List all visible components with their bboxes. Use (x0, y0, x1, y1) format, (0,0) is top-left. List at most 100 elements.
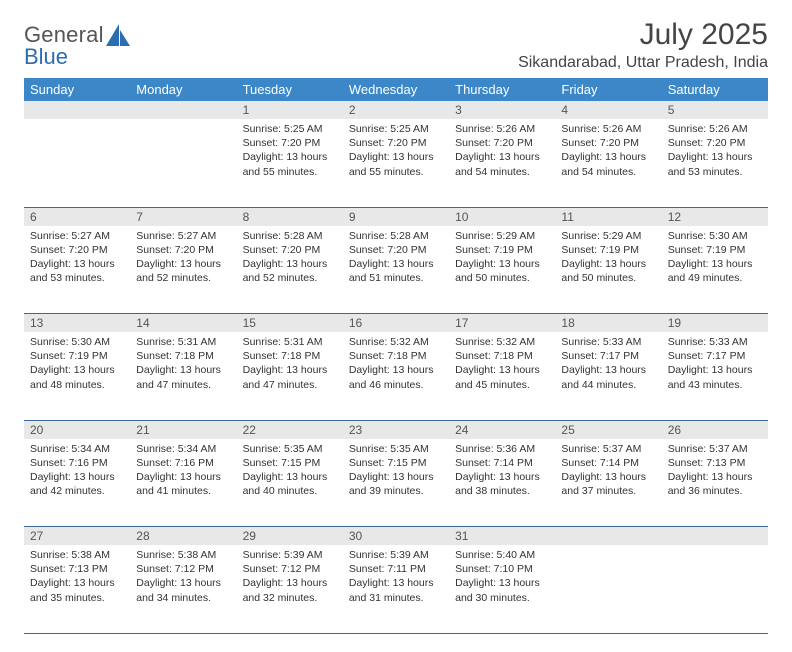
day-cell-body: Sunrise: 5:35 AMSunset: 7:15 PMDaylight:… (343, 439, 449, 505)
day-number-cell: 18 (555, 314, 661, 333)
day-cell: Sunrise: 5:31 AMSunset: 7:18 PMDaylight:… (237, 332, 343, 420)
title-block: July 2025 Sikandarabad, Uttar Pradesh, I… (518, 18, 768, 72)
day-cell-body: Sunrise: 5:28 AMSunset: 7:20 PMDaylight:… (343, 226, 449, 292)
day-cell: Sunrise: 5:26 AMSunset: 7:20 PMDaylight:… (555, 119, 661, 207)
day-number-cell: 29 (237, 527, 343, 546)
day-header: Sunday (24, 78, 130, 101)
day-number-cell: 4 (555, 101, 661, 119)
day-cell: Sunrise: 5:33 AMSunset: 7:17 PMDaylight:… (662, 332, 768, 420)
day-cell (24, 119, 130, 207)
day-number-cell: 28 (130, 527, 236, 546)
day-cell-body: Sunrise: 5:39 AMSunset: 7:12 PMDaylight:… (237, 545, 343, 611)
day-cell: Sunrise: 5:30 AMSunset: 7:19 PMDaylight:… (662, 226, 768, 314)
day-number-cell (24, 101, 130, 119)
day-cell: Sunrise: 5:27 AMSunset: 7:20 PMDaylight:… (24, 226, 130, 314)
day-cell-body: Sunrise: 5:38 AMSunset: 7:12 PMDaylight:… (130, 545, 236, 611)
day-number-cell (130, 101, 236, 119)
day-number-cell: 2 (343, 101, 449, 119)
day-number-cell: 9 (343, 207, 449, 226)
day-cell-body: Sunrise: 5:39 AMSunset: 7:11 PMDaylight:… (343, 545, 449, 611)
day-cell-body: Sunrise: 5:36 AMSunset: 7:14 PMDaylight:… (449, 439, 555, 505)
week-row: Sunrise: 5:25 AMSunset: 7:20 PMDaylight:… (24, 119, 768, 207)
day-cell: Sunrise: 5:26 AMSunset: 7:20 PMDaylight:… (662, 119, 768, 207)
day-cell-body: Sunrise: 5:26 AMSunset: 7:20 PMDaylight:… (555, 119, 661, 185)
day-cell-body: Sunrise: 5:31 AMSunset: 7:18 PMDaylight:… (237, 332, 343, 398)
calendar-table: SundayMondayTuesdayWednesdayThursdayFrid… (24, 78, 768, 634)
day-cell: Sunrise: 5:38 AMSunset: 7:12 PMDaylight:… (130, 545, 236, 633)
day-number-cell: 26 (662, 420, 768, 439)
calendar-body: 12345Sunrise: 5:25 AMSunset: 7:20 PMDayl… (24, 101, 768, 633)
day-number-cell: 22 (237, 420, 343, 439)
day-cell-body: Sunrise: 5:37 AMSunset: 7:13 PMDaylight:… (662, 439, 768, 505)
day-number-cell: 17 (449, 314, 555, 333)
day-cell: Sunrise: 5:40 AMSunset: 7:10 PMDaylight:… (449, 545, 555, 633)
day-cell-body: Sunrise: 5:26 AMSunset: 7:20 PMDaylight:… (449, 119, 555, 185)
day-cell-body: Sunrise: 5:33 AMSunset: 7:17 PMDaylight:… (662, 332, 768, 398)
day-cell: Sunrise: 5:28 AMSunset: 7:20 PMDaylight:… (237, 226, 343, 314)
day-number-cell: 15 (237, 314, 343, 333)
day-cell (130, 119, 236, 207)
day-cell: Sunrise: 5:28 AMSunset: 7:20 PMDaylight:… (343, 226, 449, 314)
day-number-cell: 1 (237, 101, 343, 119)
day-cell-body: Sunrise: 5:34 AMSunset: 7:16 PMDaylight:… (24, 439, 130, 505)
week-row: Sunrise: 5:27 AMSunset: 7:20 PMDaylight:… (24, 226, 768, 314)
day-number-cell: 16 (343, 314, 449, 333)
day-cell: Sunrise: 5:37 AMSunset: 7:13 PMDaylight:… (662, 439, 768, 527)
day-header: Friday (555, 78, 661, 101)
day-header: Thursday (449, 78, 555, 101)
day-number-cell: 12 (662, 207, 768, 226)
day-cell-body: Sunrise: 5:29 AMSunset: 7:19 PMDaylight:… (555, 226, 661, 292)
day-cell: Sunrise: 5:39 AMSunset: 7:12 PMDaylight:… (237, 545, 343, 633)
day-number-cell: 14 (130, 314, 236, 333)
day-header: Monday (130, 78, 236, 101)
day-number-row: 12345 (24, 101, 768, 119)
day-header: Tuesday (237, 78, 343, 101)
day-number-cell (662, 527, 768, 546)
day-number-cell: 20 (24, 420, 130, 439)
day-cell: Sunrise: 5:34 AMSunset: 7:16 PMDaylight:… (24, 439, 130, 527)
day-header: Saturday (662, 78, 768, 101)
day-number-cell: 21 (130, 420, 236, 439)
day-cell-body: Sunrise: 5:33 AMSunset: 7:17 PMDaylight:… (555, 332, 661, 398)
logo-sail-icon (106, 24, 132, 46)
day-cell: Sunrise: 5:34 AMSunset: 7:16 PMDaylight:… (130, 439, 236, 527)
month-title: July 2025 (518, 18, 768, 52)
day-cell-body: Sunrise: 5:28 AMSunset: 7:20 PMDaylight:… (237, 226, 343, 292)
day-cell-body: Sunrise: 5:27 AMSunset: 7:20 PMDaylight:… (130, 226, 236, 292)
day-cell: Sunrise: 5:37 AMSunset: 7:14 PMDaylight:… (555, 439, 661, 527)
week-row: Sunrise: 5:34 AMSunset: 7:16 PMDaylight:… (24, 439, 768, 527)
day-cell-body: Sunrise: 5:29 AMSunset: 7:19 PMDaylight:… (449, 226, 555, 292)
day-cell: Sunrise: 5:39 AMSunset: 7:11 PMDaylight:… (343, 545, 449, 633)
day-cell (662, 545, 768, 633)
day-cell-body: Sunrise: 5:27 AMSunset: 7:20 PMDaylight:… (24, 226, 130, 292)
day-number-row: 20212223242526 (24, 420, 768, 439)
day-number-cell: 23 (343, 420, 449, 439)
day-cell: Sunrise: 5:25 AMSunset: 7:20 PMDaylight:… (237, 119, 343, 207)
day-cell-body: Sunrise: 5:37 AMSunset: 7:14 PMDaylight:… (555, 439, 661, 505)
day-number-cell (555, 527, 661, 546)
day-cell-body: Sunrise: 5:31 AMSunset: 7:18 PMDaylight:… (130, 332, 236, 398)
day-cell (555, 545, 661, 633)
day-cell-body: Sunrise: 5:26 AMSunset: 7:20 PMDaylight:… (662, 119, 768, 185)
day-header: Wednesday (343, 78, 449, 101)
day-cell: Sunrise: 5:35 AMSunset: 7:15 PMDaylight:… (343, 439, 449, 527)
day-cell-body: Sunrise: 5:40 AMSunset: 7:10 PMDaylight:… (449, 545, 555, 611)
day-cell: Sunrise: 5:29 AMSunset: 7:19 PMDaylight:… (555, 226, 661, 314)
day-number-cell: 5 (662, 101, 768, 119)
day-number-row: 2728293031 (24, 527, 768, 546)
day-number-cell: 30 (343, 527, 449, 546)
week-row: Sunrise: 5:38 AMSunset: 7:13 PMDaylight:… (24, 545, 768, 633)
day-number-cell: 11 (555, 207, 661, 226)
day-cell: Sunrise: 5:32 AMSunset: 7:18 PMDaylight:… (449, 332, 555, 420)
calendar-head: SundayMondayTuesdayWednesdayThursdayFrid… (24, 78, 768, 101)
day-cell: Sunrise: 5:27 AMSunset: 7:20 PMDaylight:… (130, 226, 236, 314)
day-number-cell: 6 (24, 207, 130, 226)
day-cell-body: Sunrise: 5:25 AMSunset: 7:20 PMDaylight:… (237, 119, 343, 185)
day-cell-body: Sunrise: 5:32 AMSunset: 7:18 PMDaylight:… (343, 332, 449, 398)
day-cell-body: Sunrise: 5:34 AMSunset: 7:16 PMDaylight:… (130, 439, 236, 505)
day-number-cell: 19 (662, 314, 768, 333)
day-number-cell: 31 (449, 527, 555, 546)
logo-text-blue: Blue (24, 44, 68, 70)
location-subtitle: Sikandarabad, Uttar Pradesh, India (518, 54, 768, 72)
day-number-cell: 24 (449, 420, 555, 439)
